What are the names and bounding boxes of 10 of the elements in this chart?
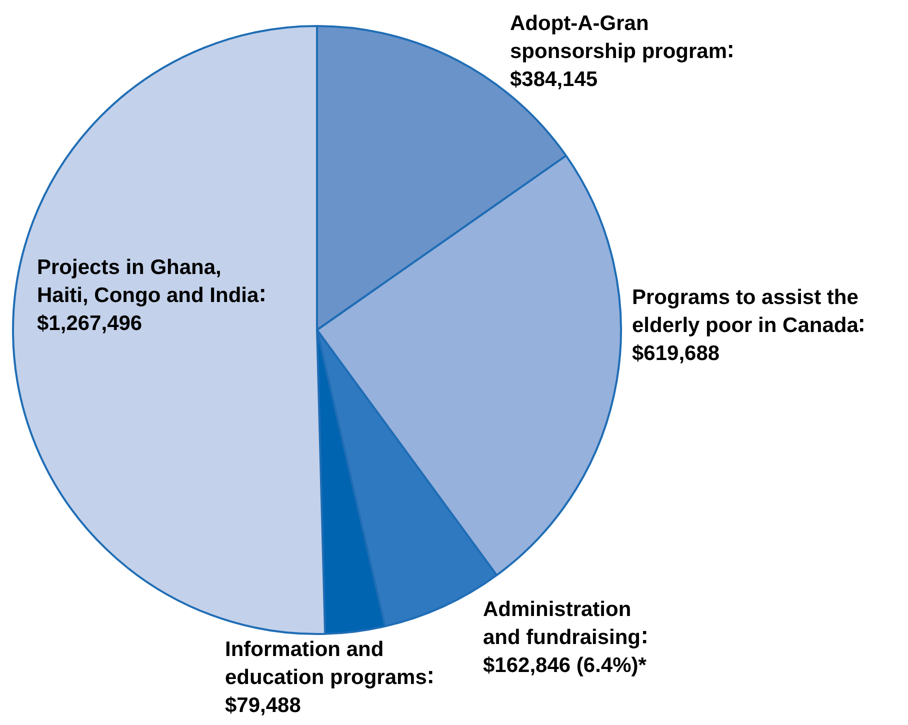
slice-label: Information and education programs — [225, 637, 428, 691]
slice-label: Adopt-A-Gran sponsorship program — [510, 11, 728, 65]
data-label: $619,688 — [632, 341, 721, 367]
data-label: $79,488 — [225, 693, 302, 719]
data-label: $384,145 — [510, 67, 599, 93]
slice-label: Administration and fundraising — [483, 597, 642, 651]
slice-label: Programs to assist the elderly poor in Canada — [632, 285, 860, 339]
slice-label: Projects in Ghana, Haiti, Congo and India — [37, 255, 260, 309]
data-label: $1,267,496 — [37, 311, 144, 337]
data-label: $162,846 (6.4%)* — [483, 653, 648, 679]
